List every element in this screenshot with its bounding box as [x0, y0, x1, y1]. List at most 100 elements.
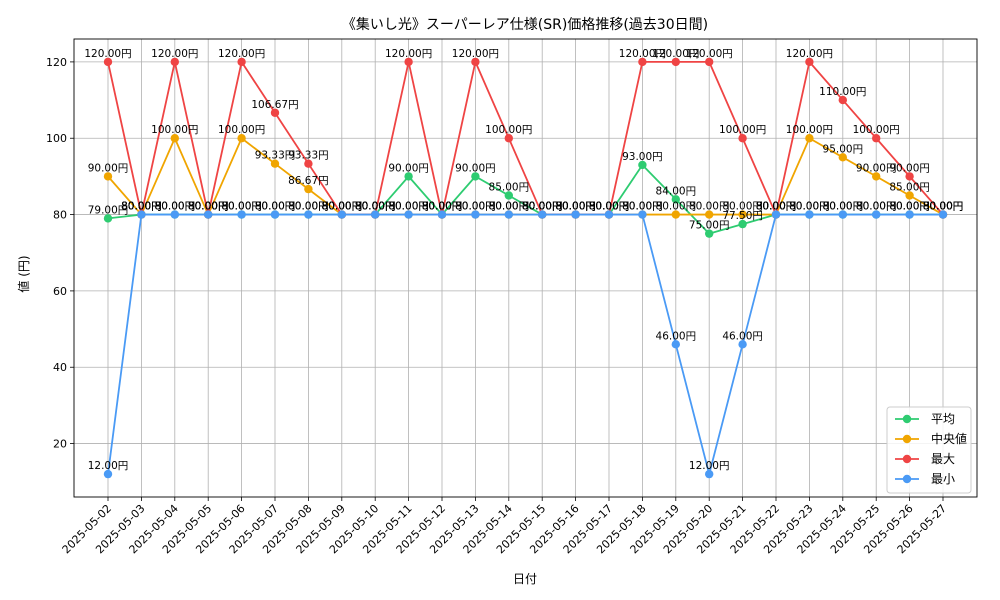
data-point-s2 [805, 134, 814, 143]
data-label-s1: 80.00円 [555, 201, 596, 213]
data-point-s3 [471, 57, 480, 67]
data-label-s4: 80.00円 [622, 201, 663, 213]
data-point-s1 [504, 191, 513, 200]
data-label-s3: 90.00円 [889, 162, 930, 174]
data-label-s3: 120.00円 [619, 48, 666, 60]
data-point-s1 [471, 172, 480, 181]
grid [74, 39, 977, 497]
data-label-s3: 80.00円 [322, 201, 363, 213]
data-label-s1: 80.00円 [288, 201, 329, 213]
data-point-s2 [103, 172, 113, 181]
data-label-s1: 77.50円 [722, 210, 763, 222]
data-label-s2: 80.00円 [689, 201, 730, 213]
data-point-s2 [237, 134, 246, 143]
data-label-s4: 80.00円 [789, 201, 830, 213]
legend-marker [902, 474, 912, 484]
data-label-s2: 80.00円 [622, 201, 663, 213]
plot-frame [73, 38, 978, 498]
data-label-s1: 75.00円 [689, 220, 730, 232]
data-label-s1: 80.00円 [789, 201, 830, 213]
data-point-s4 [571, 210, 580, 219]
data-label-s2: 80.00円 [188, 201, 229, 213]
series-line-3 [107, 61, 944, 216]
data-label-s3: 120.00円 [652, 48, 699, 60]
data-label-s3: 80.00円 [756, 201, 797, 213]
data-labels: 79.00円80.00円80.00円80.00円80.00円80.00円80.0… [84, 48, 963, 472]
data-point-s4 [437, 210, 447, 219]
legend-label: 平均 [931, 412, 955, 426]
data-label-s3: 106.67円 [251, 99, 298, 111]
data-label-s2: 85.00円 [889, 181, 930, 193]
data-point-s4 [270, 210, 280, 219]
data-point-s4 [538, 210, 547, 219]
data-label-s1: 80.00円 [589, 201, 630, 213]
data-point-s3 [170, 57, 179, 67]
data-point-s2 [671, 210, 680, 219]
data-point-s3 [805, 57, 814, 67]
data-point-s2 [872, 172, 881, 181]
data-point-s3 [103, 57, 113, 67]
data-label-s3: 120.00円 [151, 48, 198, 60]
data-point-s4 [371, 210, 380, 219]
data-point-s4 [204, 210, 213, 219]
data-point-s3 [905, 172, 914, 181]
data-label-s1: 80.00円 [756, 201, 797, 213]
data-point-s3 [738, 134, 747, 143]
data-label-s4: 80.00円 [188, 201, 229, 213]
data-point-s4 [170, 210, 179, 219]
data-label-s3: 93.33円 [288, 150, 329, 162]
data-label-s1: 80.00円 [121, 201, 162, 213]
data-point-s2 [270, 159, 280, 168]
data-label-s4: 80.00円 [856, 201, 897, 213]
data-point-s2 [170, 134, 179, 143]
data-label-s3: 100.00円 [485, 124, 532, 136]
legend-marker [902, 414, 912, 424]
y-tick-label: 40 [53, 361, 67, 374]
data-point-s3 [872, 134, 881, 143]
data-point-s4 [705, 469, 714, 479]
data-label-s2: 80.00円 [722, 201, 763, 213]
data-label-s2: 80.00円 [388, 201, 429, 213]
data-label-s4: 80.00円 [522, 201, 563, 213]
data-label-s1: 80.00円 [923, 201, 964, 213]
data-point-s3 [304, 159, 313, 168]
data-label-s3: 80.00円 [589, 201, 630, 213]
data-label-s2: 80.00円 [656, 201, 697, 213]
data-label-s4: 80.00円 [121, 201, 162, 213]
y-tick-label: 20 [53, 438, 67, 451]
data-label-s2: 100.00円 [786, 124, 833, 136]
legend-marker [902, 454, 912, 464]
data-label-s2: 90.00円 [856, 162, 897, 174]
data-point-s3 [504, 134, 513, 143]
data-point-s1 [638, 160, 647, 170]
data-label-s3: 120.00円 [452, 48, 499, 60]
data-point-s4 [504, 210, 513, 219]
data-label-s4: 80.00円 [255, 201, 296, 213]
data-label-s1: 79.00円 [88, 204, 129, 216]
data-label-s2: 95.00円 [823, 143, 864, 155]
data-label-s4: 80.00円 [455, 201, 496, 213]
data-label-s1: 80.00円 [188, 201, 229, 213]
data-label-s3: 120.00円 [218, 48, 265, 60]
data-label-s1: 84.00円 [656, 185, 697, 197]
legend-marker [902, 434, 912, 444]
data-label-s2: 80.00円 [422, 201, 463, 213]
axes: 2025-05-022025-05-032025-05-042025-05-05… [46, 38, 978, 556]
data-label-s1: 90.00円 [455, 162, 496, 174]
data-point-s4 [103, 469, 113, 479]
data-point-s2 [838, 153, 847, 162]
data-label-s3: 80.00円 [355, 201, 396, 213]
data-point-s4 [304, 210, 313, 219]
data-label-s1: 80.00円 [522, 201, 563, 213]
data-label-s4: 80.00円 [355, 201, 396, 213]
legend-box [886, 406, 972, 494]
data-point-s3 [705, 57, 714, 67]
data-point-s3 [270, 108, 280, 117]
data-label-s2: 80.00円 [355, 201, 396, 213]
x-axis-title: 日付 [513, 572, 537, 586]
data-label-s4: 80.00円 [322, 201, 363, 213]
data-label-s4: 80.00円 [823, 201, 864, 213]
data-label-s3: 100.00円 [719, 124, 766, 136]
